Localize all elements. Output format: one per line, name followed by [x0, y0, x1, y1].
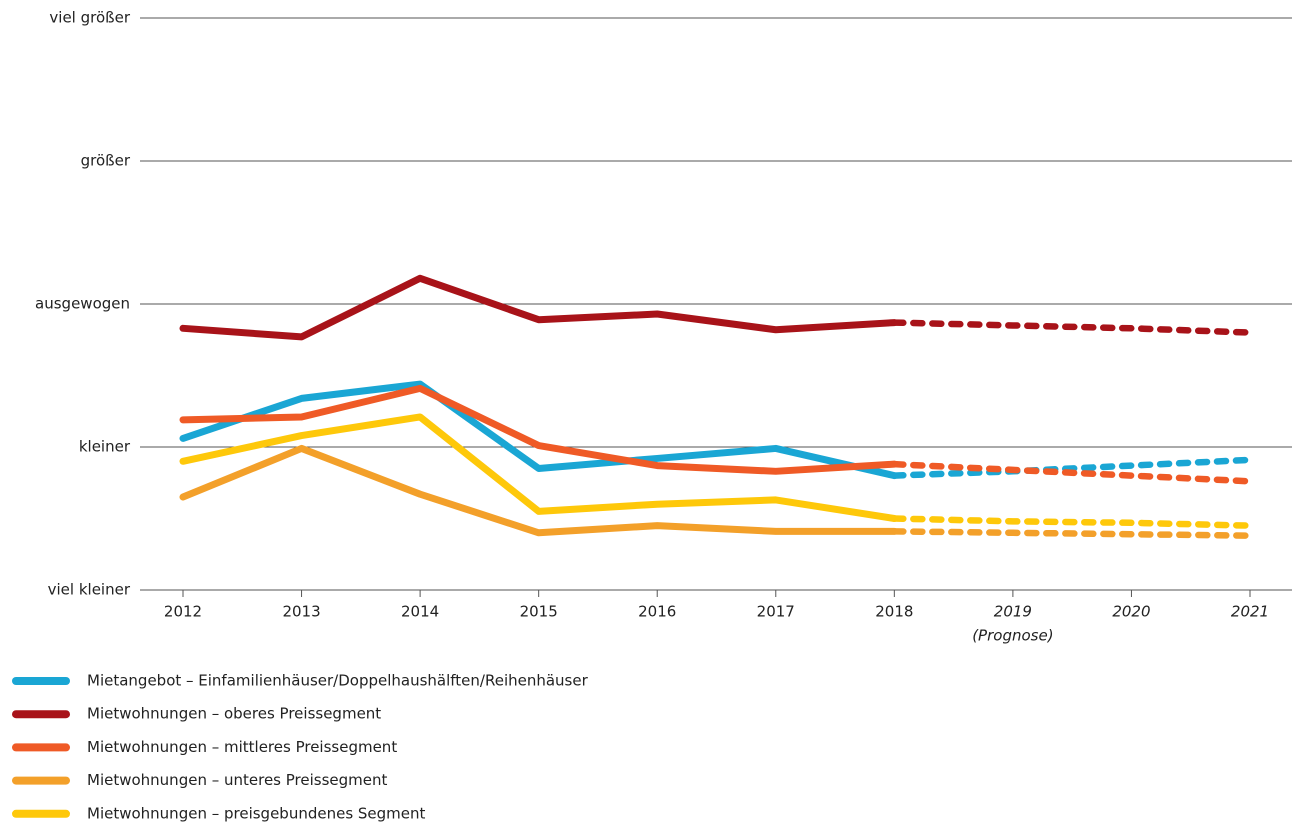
- y-tick-label: viel kleiner: [48, 581, 131, 599]
- x-tick-label: 2020: [1112, 603, 1150, 621]
- data-line: [179, 413, 898, 522]
- data-line: [179, 380, 898, 480]
- legend-label: Mietwohnungen – oberes Preissegment: [87, 705, 381, 723]
- data-line: [179, 384, 898, 475]
- forecast-line: [891, 515, 1254, 529]
- x-tick-label: 2021: [1231, 603, 1269, 621]
- x-tick-label: 2014: [401, 603, 439, 621]
- legend-label: Mietwohnungen – mittleres Preissegment: [87, 738, 397, 756]
- y-tick-label: größer: [81, 152, 131, 170]
- x-tick-label: 2015: [520, 603, 558, 621]
- y-tick-label: kleiner: [79, 438, 131, 456]
- legend-label: Mietwohnungen – preisgebundenes Segment: [87, 804, 426, 822]
- x-tick-label: 2018: [875, 603, 913, 621]
- data-line: [179, 274, 898, 341]
- x-tick-label: 2016: [638, 603, 676, 621]
- data-line: [179, 444, 898, 537]
- legend-label: Mietangebot – Einfamilienhäuser/Doppelha…: [87, 672, 589, 690]
- forecast-line: [891, 456, 1254, 479]
- x-tick-label: 2019: [994, 603, 1032, 621]
- annotation: (Prognose): [972, 627, 1053, 645]
- x-tick-label: 2012: [164, 603, 202, 621]
- y-tick-label: ausgewogen: [35, 295, 130, 313]
- y-tick-label: viel größer: [49, 9, 130, 27]
- x-tick-label: 2013: [282, 603, 320, 621]
- forecast-line: [891, 460, 1254, 485]
- x-tick-label: 2017: [757, 603, 795, 621]
- forecast-line: [891, 319, 1254, 336]
- forecast-line: [891, 528, 1254, 539]
- legend-label: Mietwohnungen – unteres Preissegment: [87, 771, 387, 789]
